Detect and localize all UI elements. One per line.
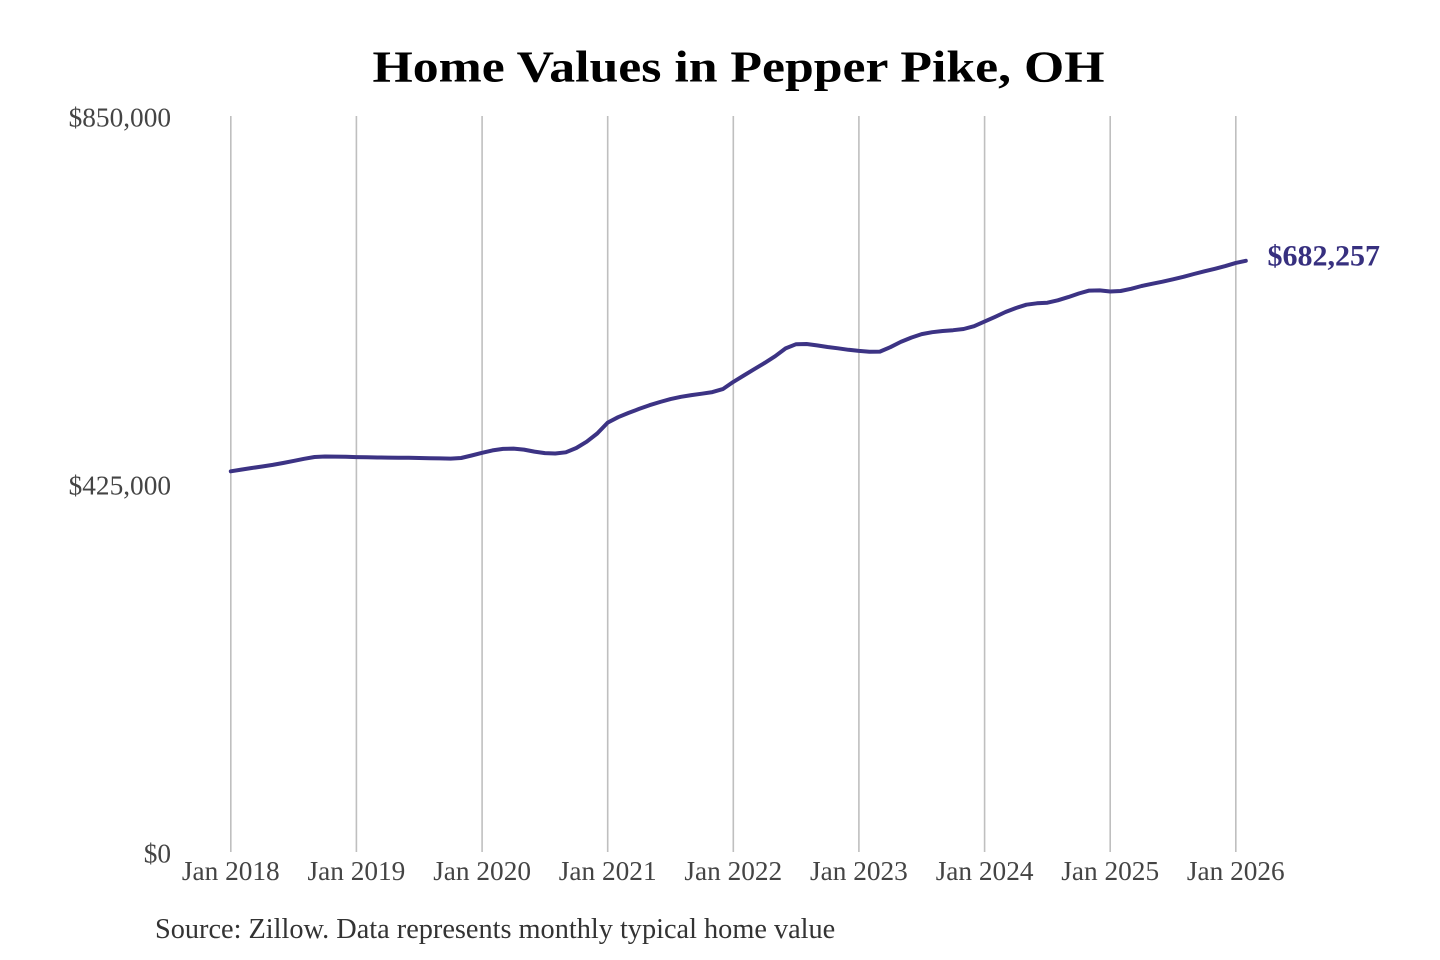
svg-text:Source: Zillow. Data represent: Source: Zillow. Data represents monthly … bbox=[155, 914, 835, 945]
svg-text:$425,000: $425,000 bbox=[69, 471, 171, 501]
svg-text:Jan 2025: Jan 2025 bbox=[1061, 856, 1159, 886]
svg-text:Jan 2021: Jan 2021 bbox=[559, 856, 657, 886]
svg-text:Jan 2023: Jan 2023 bbox=[810, 856, 908, 886]
svg-text:$850,000: $850,000 bbox=[69, 103, 171, 133]
svg-text:Jan 2024: Jan 2024 bbox=[936, 856, 1034, 886]
svg-text:$0: $0 bbox=[144, 839, 171, 869]
svg-text:Jan 2020: Jan 2020 bbox=[433, 856, 531, 886]
svg-text:$682,257: $682,257 bbox=[1268, 239, 1381, 272]
svg-text:Jan 2026: Jan 2026 bbox=[1187, 856, 1285, 886]
svg-text:Jan 2019: Jan 2019 bbox=[307, 856, 405, 886]
svg-text:Jan 2018: Jan 2018 bbox=[182, 856, 280, 886]
svg-text:Jan 2022: Jan 2022 bbox=[684, 856, 782, 886]
svg-text:Home Values in Pepper Pike, OH: Home Values in Pepper Pike, OH bbox=[373, 42, 1105, 92]
